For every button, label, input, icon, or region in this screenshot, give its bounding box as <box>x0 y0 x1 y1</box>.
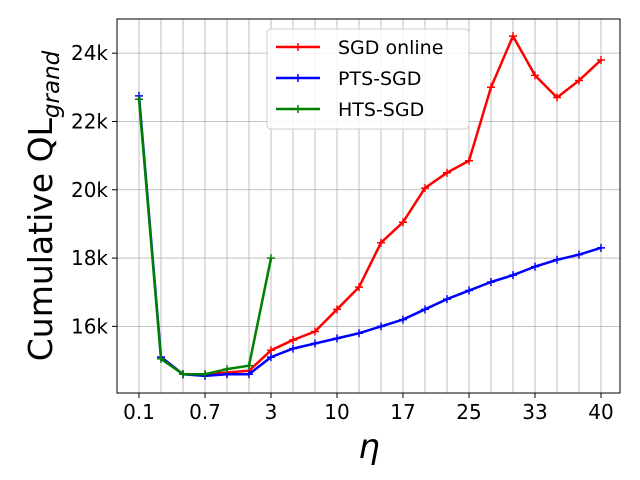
legend-item-sgd-online: SGD online <box>276 37 443 59</box>
data-point <box>553 93 561 102</box>
x-ticks: 0.1 0.7 3 10 17 25 33 40 <box>123 393 614 424</box>
x-axis-title: η <box>358 427 380 467</box>
data-point <box>267 346 275 355</box>
data-point <box>267 254 275 263</box>
data-point <box>597 243 605 252</box>
data-point <box>223 365 231 374</box>
legend: SGD online PTS-SGD HTS-SGD <box>266 28 470 130</box>
y-tick-label: 16k <box>71 314 108 338</box>
y-tick-label: 20k <box>71 178 108 202</box>
y-ticks: 16k 18k 20k 22k 24k <box>71 41 117 338</box>
legend-label: PTS-SGD <box>338 68 421 90</box>
data-point <box>509 271 517 280</box>
data-point <box>201 370 209 379</box>
data-point <box>399 315 407 324</box>
y-axis-title-main: Cumulative QL <box>21 117 60 361</box>
data-point <box>399 218 407 227</box>
y-tick-label: 18k <box>71 246 108 270</box>
data-point <box>531 71 539 80</box>
legend-item-pts-sgd: PTS-SGD <box>276 68 421 90</box>
x-tick-label: 3 <box>265 400 278 424</box>
series-layer <box>135 32 605 380</box>
data-point <box>465 286 473 295</box>
y-axis-title-sub: grand <box>39 50 65 118</box>
series-line-pts-sgd <box>137 95 602 378</box>
data-point <box>355 283 363 292</box>
x-tick-label: 17 <box>390 400 415 424</box>
series-pts-sgd <box>135 91 605 380</box>
legend-marker <box>294 74 302 82</box>
data-point <box>421 184 429 193</box>
data-point <box>333 305 341 314</box>
data-point <box>245 361 253 370</box>
y-tick-label: 24k <box>71 41 108 65</box>
y-axis-title: Cumulative QLgrand <box>21 50 65 361</box>
data-point <box>157 354 165 363</box>
data-point <box>443 168 451 177</box>
legend-item-hts-sgd: HTS-SGD <box>276 99 424 121</box>
data-point <box>289 336 297 345</box>
data-point <box>509 32 517 41</box>
data-point <box>597 55 605 64</box>
series-hts-sgd <box>135 95 275 379</box>
data-point <box>179 370 187 379</box>
legend-frame <box>266 28 470 130</box>
y-tick-label: 22k <box>71 109 108 133</box>
data-point <box>487 83 495 92</box>
x-tick-label: 0.7 <box>189 400 221 424</box>
data-point <box>443 295 451 304</box>
data-point <box>267 353 275 362</box>
data-point <box>421 305 429 314</box>
data-point <box>311 339 319 348</box>
data-point <box>575 250 583 259</box>
x-tick-label: 33 <box>522 400 547 424</box>
data-point <box>333 334 341 343</box>
x-tick-label: 25 <box>456 400 481 424</box>
legend-label: SGD online <box>338 37 443 59</box>
data-point <box>377 322 385 331</box>
data-point <box>487 277 495 286</box>
plot-frame <box>116 18 621 394</box>
data-point <box>531 262 539 271</box>
data-point <box>465 156 473 165</box>
data-point <box>245 370 253 379</box>
legend-label: HTS-SGD <box>338 99 424 121</box>
data-point <box>289 344 297 353</box>
legend-marker <box>294 105 302 113</box>
legend-marker <box>294 43 302 51</box>
x-tick-label: 10 <box>324 400 349 424</box>
data-point <box>575 76 583 85</box>
x-tick-label: 0.1 <box>123 400 155 424</box>
x-tick-label: 40 <box>588 400 613 424</box>
data-point <box>135 95 143 104</box>
data-point <box>377 238 385 247</box>
data-point <box>355 329 363 338</box>
data-point <box>553 255 561 264</box>
data-point <box>311 327 319 336</box>
